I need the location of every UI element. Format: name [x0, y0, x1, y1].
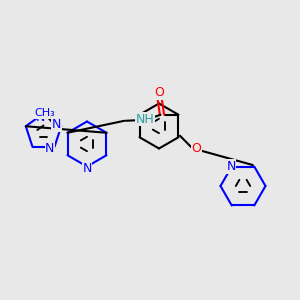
Text: N: N [45, 142, 55, 155]
Text: O: O [154, 86, 164, 99]
Text: CH₃: CH₃ [34, 108, 55, 118]
Text: N: N [82, 161, 92, 175]
Text: N: N [226, 160, 236, 173]
Text: NH: NH [136, 113, 155, 126]
Text: O: O [192, 142, 201, 155]
Text: N: N [35, 111, 45, 124]
Text: N: N [52, 118, 62, 131]
